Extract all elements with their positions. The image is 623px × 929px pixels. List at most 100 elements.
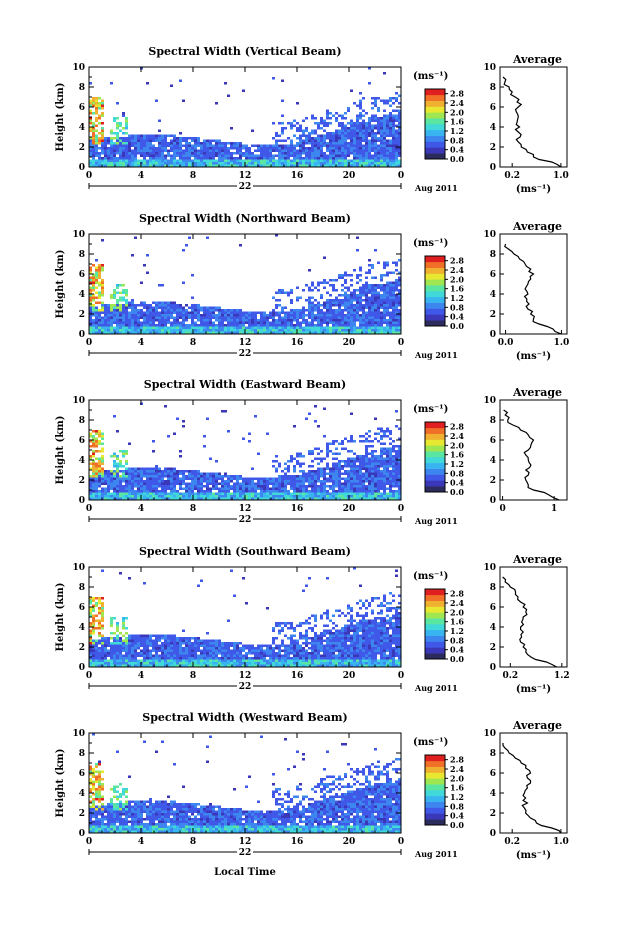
heatmap-cell: [395, 480, 398, 483]
heatmap-cell: [371, 97, 374, 100]
heatmap-cell: [374, 482, 377, 485]
heatmap-cell: [209, 319, 212, 322]
heatmap-cell: [143, 164, 146, 167]
heatmap-cell: [374, 142, 377, 145]
heatmap-cell: [170, 490, 173, 493]
heatmap-cell: [314, 157, 317, 160]
heatmap-cell: [344, 319, 347, 322]
heatmap-cell: [233, 319, 236, 322]
heatmap-cell: [146, 467, 149, 470]
heatmap-cell: [359, 495, 362, 498]
heatmap-cell: [341, 477, 344, 480]
heatmap-cell: [398, 324, 401, 327]
heatmap-cell: [347, 482, 350, 485]
heatmap-cell: [263, 495, 266, 498]
heatmap-cell: [311, 162, 314, 165]
heatmap-cell: [305, 319, 308, 322]
heatmap-cell: [152, 472, 155, 475]
heatmap-cell: [176, 144, 179, 147]
heatmap-cell: [287, 144, 290, 147]
heatmap-cell: [317, 304, 320, 307]
heatmap-cell: [89, 99, 92, 102]
heatmap-cell: [329, 314, 332, 317]
heatmap-cell: [332, 442, 335, 445]
heatmap-cell: [377, 119, 380, 122]
heatmap-cell: [236, 152, 239, 155]
profile-y-tick-label: 2: [490, 143, 496, 153]
heatmap-cell: [233, 492, 236, 495]
heatmap-cell: [365, 311, 368, 314]
heatmap-cell: [260, 152, 263, 155]
heatmap-cell: [92, 632, 95, 635]
heatmap-cell: [341, 326, 344, 329]
heatmap-cell: [356, 490, 359, 493]
heatmap-cell: [170, 472, 173, 475]
heatmap-cell: [89, 137, 92, 140]
heatmap-cell: [107, 492, 110, 495]
x-tick-label: 12: [239, 338, 252, 348]
heatmap-cell: [176, 137, 179, 140]
heatmap-cell: [350, 89, 353, 92]
heatmap-cell: [359, 294, 362, 297]
heatmap-cell: [92, 465, 95, 468]
heatmap-cell: [383, 114, 386, 117]
heatmap-cell: [95, 619, 98, 622]
heatmap-cell: [128, 147, 131, 150]
heatmap-cell: [371, 139, 374, 142]
heatmap-cell: [323, 331, 326, 334]
heatmap-cell: [383, 144, 386, 147]
heatmap-cell: [371, 331, 374, 334]
heatmap-cell: [287, 147, 290, 150]
heatmap-cell: [230, 316, 233, 319]
heatmap-cell: [155, 467, 158, 470]
heatmap-cell: [113, 157, 116, 160]
heatmap-cell: [395, 134, 398, 137]
heatmap-cell: [185, 314, 188, 317]
heatmap-cell: [113, 452, 116, 455]
heatmap-cell: [362, 291, 365, 294]
heatmap-cell: [137, 475, 140, 478]
heatmap-cell: [122, 477, 125, 480]
heatmap-cell: [242, 331, 245, 334]
heatmap-cell: [332, 321, 335, 324]
heatmap-cell: [377, 462, 380, 465]
heatmap-cell: [374, 296, 377, 299]
heatmap-cell: [275, 139, 278, 142]
heatmap-cell: [110, 304, 113, 307]
heatmap-cell: [317, 492, 320, 495]
heatmap-cell: [290, 492, 293, 495]
heatmap-cell: [380, 472, 383, 475]
heatmap-cell: [359, 279, 362, 282]
heatmap-cell: [149, 329, 152, 332]
heatmap-cell: [215, 144, 218, 147]
heatmap-cell: [143, 487, 146, 490]
heatmap-cell: [272, 321, 275, 324]
heatmap-cell: [107, 475, 110, 478]
heatmap-cell: [236, 497, 239, 500]
heatmap-cell: [242, 147, 245, 150]
heatmap-cell: [281, 132, 284, 135]
heatmap-cell: [284, 306, 287, 309]
heatmap-cell: [395, 455, 398, 458]
heatmap-cell: [329, 147, 332, 150]
heatmap-cell: [173, 472, 176, 475]
heatmap-cell: [131, 144, 134, 147]
heatmap-cell: [107, 314, 110, 317]
heatmap-cell: [89, 652, 92, 655]
heatmap-cell: [194, 309, 197, 312]
y-tick-label: 10: [72, 396, 85, 406]
heatmap-cell: [176, 164, 179, 167]
heatmap-cell: [311, 492, 314, 495]
heatmap-cell: [320, 467, 323, 470]
heatmap-cell: [245, 497, 248, 500]
heatmap-cell: [149, 482, 152, 485]
heatmap-cell: [146, 304, 149, 307]
heatmap-cell: [125, 497, 128, 500]
heatmap-cell: [281, 147, 284, 150]
heatmap-cell: [311, 485, 314, 488]
heatmap-cell: [341, 490, 344, 493]
heatmap-cell: [383, 309, 386, 312]
heatmap-cell: [125, 299, 128, 302]
profile-y-tick-label: 10: [483, 63, 496, 73]
